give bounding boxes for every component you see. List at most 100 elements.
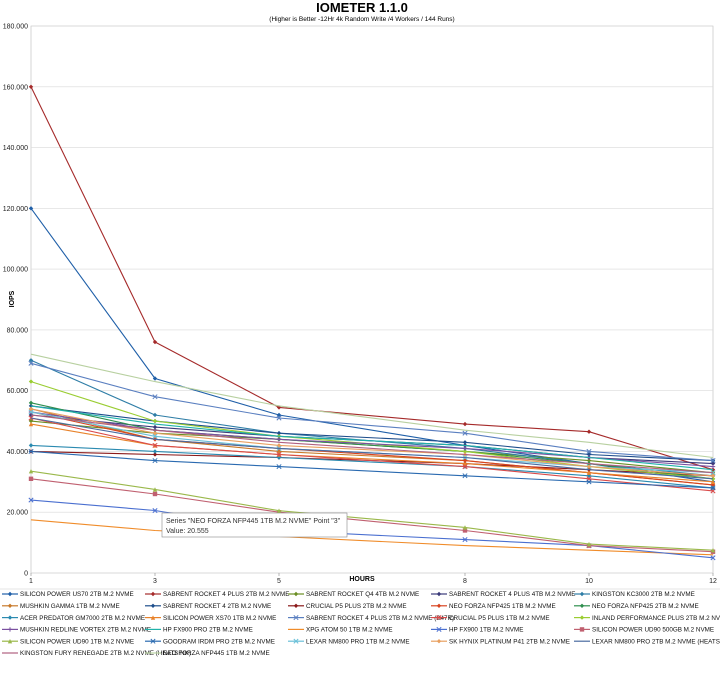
data-point: [293, 603, 299, 608]
legend-label: SILICON POWER UD90 1TB M.2 NVME: [20, 638, 134, 645]
series-lines: [28, 84, 716, 561]
series-27: [30, 353, 714, 459]
data-point: [710, 461, 716, 466]
legend-label: SABRENT ROCKET 4 PLUS 2TB M.2 NVME: [163, 591, 289, 598]
legend-label: SK HYNIX PLATINUM P41 2TB M.2 NVME: [449, 638, 570, 645]
y-axis-ticks: 0 20.000 40.000 60.000 80.000 100.000 120.000 1…: [3, 24, 28, 578]
tooltip-value-line: Value: 20.555: [166, 528, 209, 535]
data-point: [710, 464, 716, 469]
data-point: [276, 443, 282, 448]
data-point: [462, 430, 468, 436]
data-point: [462, 421, 468, 427]
data-point: [152, 458, 158, 464]
data-point: [462, 464, 468, 470]
data-point: [28, 421, 34, 427]
series-line: [30, 405, 714, 462]
x-tick-label: 3: [153, 578, 157, 585]
data-point: [710, 458, 716, 464]
legend-item: SILICON POWER UD90 1TB M.2 NVME: [2, 638, 134, 645]
data-point: [436, 603, 442, 608]
legend-label: SILICON POWER US70 2TB M.2 NVME: [20, 591, 134, 598]
legend-label: SILICON POWER XS70 1TB M.2 NVME: [163, 615, 276, 622]
legend-item: SILICON POWER US70 2TB M.2 NVME: [2, 591, 134, 598]
data-point: [28, 84, 34, 89]
data-point: [28, 206, 34, 211]
data-point: [28, 476, 34, 481]
data-point: [7, 591, 13, 597]
data-point: [436, 639, 442, 644]
data-point: [28, 443, 34, 448]
data-point: [586, 479, 592, 485]
data-point: [152, 452, 158, 457]
y-tick-label: 120.000: [3, 206, 28, 213]
series-line: [30, 519, 714, 556]
x-tick-label: 5: [277, 578, 281, 585]
data-point: [710, 485, 716, 491]
data-point: [710, 473, 716, 478]
data-point: [152, 412, 158, 418]
data-point: [150, 615, 156, 620]
legend-label: NEO FORZA NFP425 2TB M.2 NVME: [592, 603, 699, 610]
data-point: [152, 507, 158, 514]
data-point: [462, 537, 468, 543]
data-point: [710, 548, 716, 553]
legend-item: ACER PREDATOR GM7000 2TB M.2 NVME: [2, 615, 145, 622]
data-point: [28, 400, 34, 406]
data-point: [586, 541, 592, 547]
data-point: [28, 403, 34, 409]
data-point: [28, 360, 34, 366]
data-point: [462, 458, 468, 463]
data-point: [152, 339, 158, 345]
data-point: [7, 615, 13, 620]
series-18: [30, 519, 714, 556]
y-tick-label: 140.000: [3, 145, 28, 152]
data-point: [462, 446, 468, 451]
series-line: [30, 423, 714, 483]
legend-label: SILICON POWER UD90 500GB M.2 NVME: [592, 627, 714, 634]
data-point: [579, 591, 585, 597]
legend-item: INLAND PERFORMANCE PLUS 2TB M.2 NVME: [574, 615, 720, 622]
legend-label: MUSHKIN REDLINE VORTEX 2TB M.2 NVME: [20, 627, 151, 634]
legend-label: LEXAR NM800 PRO 2TB M.2 NVME (HEATSINK): [592, 638, 720, 645]
legend-label: INLAND PERFORMANCE PLUS 2TB M.2 NVME: [592, 615, 720, 622]
tooltip-series-line: Series "NEO FORZA NFP445 1TB M.2 NVME" P…: [166, 518, 341, 525]
legend-label: NEO FORZA NFP425 1TB M.2 NVME: [449, 603, 556, 610]
y-axis-label: IOPS: [9, 290, 16, 307]
series-line: [30, 478, 714, 553]
y-tick-label: 60.000: [7, 388, 29, 395]
legend-label: SABRENT ROCKET 4 2TB M.2 NVME: [163, 603, 271, 610]
data-point: [28, 406, 34, 412]
legend-item: NEO FORZA NFP425 2TB M.2 NVME: [574, 603, 699, 610]
legend-item: SK HYNIX PLATINUM P41 2TB M.2 NVME: [431, 638, 570, 645]
data-point: [293, 615, 299, 621]
x-axis-ticks: 1 3 5 8 10 12: [29, 573, 717, 585]
data-point: [586, 458, 592, 463]
data-point: [276, 437, 282, 442]
chart-title: IOMETER 1.1.0: [316, 0, 408, 15]
series-25: [30, 417, 714, 480]
data-point: [462, 440, 468, 445]
data-point: [7, 627, 13, 632]
y-tick-label: 40.000: [7, 449, 29, 456]
legend-item: CRUCIAL P5 PLUS 2TB M.2 NVME: [288, 603, 407, 610]
y-tick-label: 80.000: [7, 327, 29, 334]
series-line: [30, 405, 714, 471]
legend-label: SABRENT ROCKET Q4 4TB M.2 NVME: [306, 591, 419, 598]
y-tick-label: 100.000: [3, 267, 28, 274]
legend-label: XPG ATOM 50 1TB M.2 NVME: [306, 627, 393, 634]
tooltip-box: [161, 512, 348, 538]
data-point: [462, 449, 468, 454]
legend-item: HP FX900 PRO 2TB M.2 NVME: [145, 627, 253, 634]
data-point: [152, 394, 158, 400]
y-tick-label: 0: [24, 571, 28, 578]
series-line: [30, 444, 714, 489]
series-line: [30, 414, 714, 474]
data-point: [152, 491, 158, 497]
data-point: [462, 461, 468, 466]
series-line: [30, 417, 714, 480]
data-point: [462, 528, 468, 533]
y-tick-label: 180.000: [3, 24, 28, 31]
series-17: [30, 405, 714, 471]
data-point: [152, 431, 158, 436]
legend-item: HP FX900 1TB M.2 NVME: [431, 627, 523, 634]
